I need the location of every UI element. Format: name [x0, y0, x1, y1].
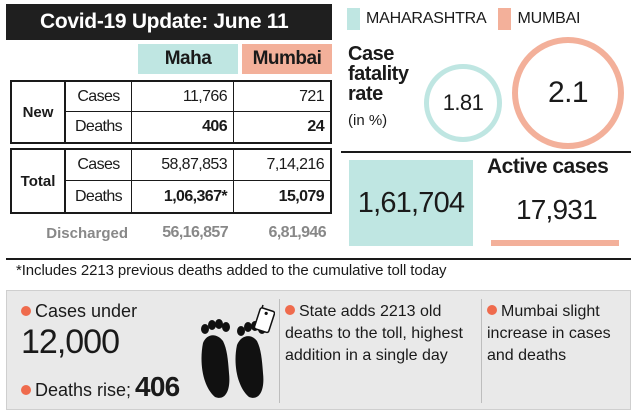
- divider: [6, 258, 631, 260]
- state-note: State adds 2213 old deaths to the toll, …: [285, 301, 477, 367]
- divider: [279, 299, 280, 403]
- state-note-text: State adds 2213 old deaths to the toll, …: [285, 303, 463, 364]
- legend: MAHARASHTRA MUMBAI: [347, 8, 580, 30]
- total-cases-maha: 58,87,853: [132, 150, 234, 180]
- table-row: Deaths 1,06,367* 15,079: [66, 181, 330, 212]
- new-deaths-maha: 406: [132, 112, 234, 142]
- total-cases-mumbai: 7,14,216: [266, 156, 325, 173]
- bullet-icon: [21, 306, 31, 316]
- active-cases-maha: 1,61,704: [349, 160, 473, 246]
- table-row: Cases 11,766 721: [66, 82, 330, 112]
- stats-table: Maha Mumbai New Cases 11,766 721 Deaths …: [6, 40, 332, 254]
- new-cases-mumbai: 721: [299, 87, 325, 105]
- table-row: Deaths 406 24: [66, 112, 330, 142]
- fatality-ring-mumbai: 2.1: [512, 37, 624, 149]
- bullet-icon: [487, 305, 497, 315]
- cases-under-label: Cases under: [21, 301, 137, 322]
- footnote: *Includes 2213 previous deaths added to …: [16, 262, 447, 279]
- legend-label-maha: MAHARASHTRA: [366, 10, 487, 27]
- mumbai-note: Mumbai slight increase in cases and deat…: [487, 301, 627, 367]
- feet-with-toe-tag-icon: [201, 304, 275, 398]
- new-deaths-mumbai: 24: [307, 118, 324, 135]
- fatality-subtitle: (in %): [348, 112, 388, 129]
- new-cases-maha: 11,766: [132, 82, 234, 111]
- total-deaths-maha: 1,06,367*: [132, 181, 234, 212]
- deaths-rise-value: 406: [135, 371, 180, 402]
- fatality-title-line: Case: [348, 43, 394, 65]
- divider: [481, 299, 482, 403]
- deaths-rise-label: Deaths rise;: [35, 380, 132, 400]
- row-label: Deaths: [66, 112, 132, 142]
- total-label: Total: [12, 150, 66, 212]
- fatality-title: Case fatality rate: [348, 43, 409, 105]
- active-cases-mumbai: 17,931: [516, 194, 598, 225]
- discharged-mumbai: 6,81,946: [268, 224, 327, 241]
- cases-under-text: Cases under: [35, 301, 138, 321]
- discharged-label: Discharged: [46, 224, 128, 242]
- column-header-maha: Maha: [138, 44, 238, 74]
- highlights-panel: Cases under 12,000 Deaths rise; 406 State…: [6, 290, 631, 410]
- legend-swatch-mumbai: [498, 8, 512, 30]
- new-group: New Cases 11,766 721 Deaths 406 24: [10, 80, 332, 144]
- total-deaths-mumbai: 15,079: [278, 187, 325, 205]
- discharged-row: Discharged 56,16,857 6,81,946: [10, 218, 332, 248]
- total-group: Total Cases 58,87,853 7,14,216 Deaths 1,…: [10, 148, 332, 214]
- mumbai-note-text: Mumbai slight increase in cases and deat…: [487, 303, 611, 364]
- legend-label-mumbai: MUMBAI: [517, 10, 581, 27]
- deaths-rise: Deaths rise; 406: [21, 371, 180, 403]
- fatality-title-line: fatality: [348, 63, 409, 85]
- active-cases-title: Active cases: [487, 155, 609, 178]
- fatality-ring-maha: 1.81: [424, 64, 502, 142]
- row-label: Cases: [66, 82, 132, 111]
- row-label: Cases: [66, 150, 132, 180]
- divider: [341, 151, 631, 153]
- new-label: New: [12, 82, 66, 142]
- discharged-maha: 56,16,857: [162, 224, 228, 241]
- table-row: Cases 58,87,853 7,14,216: [66, 150, 330, 181]
- bullet-icon: [21, 385, 31, 395]
- legend-swatch-maha: [347, 8, 360, 30]
- column-header-mumbai: Mumbai: [242, 44, 332, 74]
- active-cases-mumbai-bar: [491, 240, 619, 246]
- page-title: Covid-19 Update: June 11: [6, 4, 332, 40]
- row-label: Deaths: [66, 181, 132, 212]
- cases-under-value: 12,000: [21, 323, 120, 361]
- bullet-icon: [285, 305, 295, 315]
- fatality-title-line: rate: [348, 83, 383, 105]
